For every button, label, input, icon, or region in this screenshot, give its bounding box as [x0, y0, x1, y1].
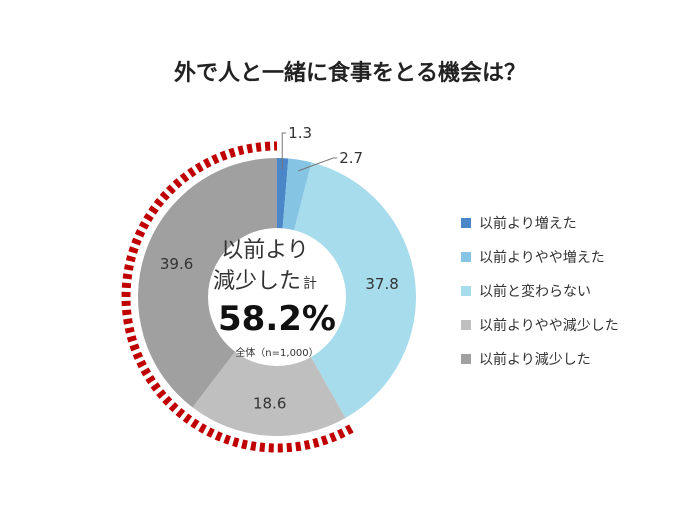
leader-line-1: [281, 132, 287, 170]
legend-item-1: 以前より増えた: [461, 206, 619, 240]
center-line2-text: 減少した: [213, 269, 301, 294]
chart-title: 外で人と一緒に食事をとる機会は？: [174, 60, 526, 86]
center-line1: 以前より: [221, 238, 309, 263]
leader-line-2: [298, 157, 338, 172]
center-value: 58.2%: [218, 299, 336, 339]
legend-swatch: [461, 320, 471, 330]
legend-label: 以前よりやや減少した: [479, 318, 619, 334]
center-suffix: 計: [303, 276, 317, 292]
value-label-2: 2.7: [339, 149, 363, 167]
legend-label: 以前と変わらない: [479, 284, 591, 300]
slice-5: [138, 158, 277, 408]
legend-item-3: 以前と変わらない: [461, 274, 619, 308]
legend: 以前より増えた以前よりやや増えた 以前と変わらない以前よりやや減少した 以前より減少…: [461, 206, 619, 376]
center-line2: 減少した計: [213, 269, 317, 294]
value-label-5: 39.6: [160, 255, 193, 273]
value-label-1: 1.3: [288, 124, 312, 142]
slice-4: [192, 297, 346, 436]
value-label-3: 37.8: [365, 275, 398, 293]
legend-label: 以前より減少した: [479, 352, 591, 368]
legend-swatch: [461, 218, 471, 228]
donut-hole: [208, 228, 346, 366]
legend-swatch: [461, 252, 471, 262]
legend-label: 以前より増えた: [479, 216, 577, 232]
value-label-4: 18.6: [253, 395, 286, 413]
legend-swatch: [461, 286, 471, 296]
legend-item-5: 以前より減少した: [461, 342, 619, 376]
decrease-highlight-arc: [121, 141, 354, 453]
center-note: 全体（n=1,000）: [235, 346, 318, 359]
legend-swatch: [461, 354, 471, 364]
legend-label: 以前よりやや増えた: [479, 250, 605, 266]
legend-item-2: 以前よりやや増えた: [461, 240, 619, 274]
legend-item-4: 以前よりやや減少した: [461, 308, 619, 342]
